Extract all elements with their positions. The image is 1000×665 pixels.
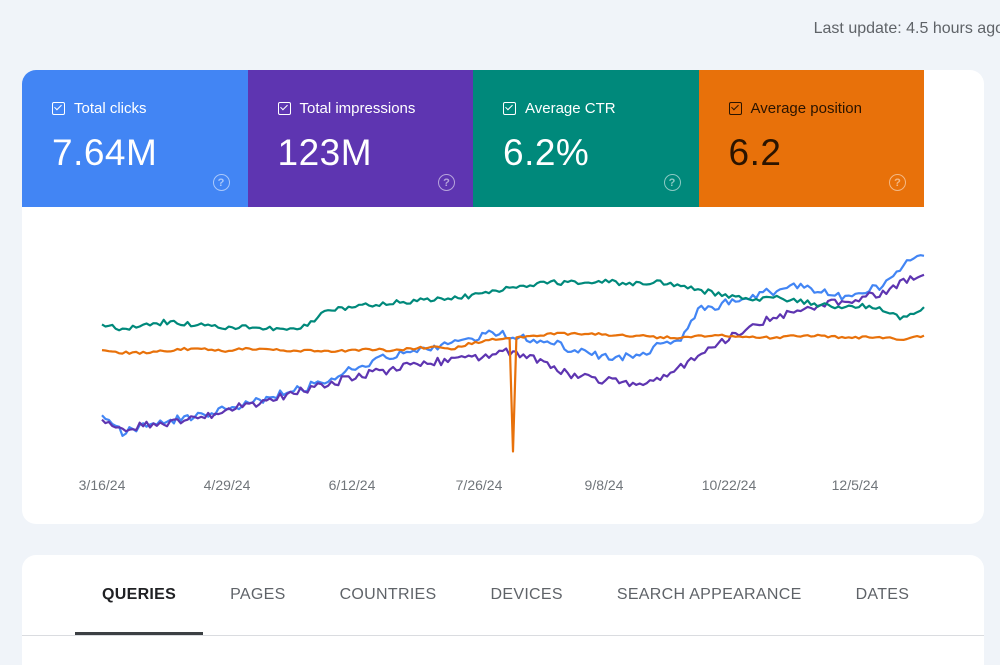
line-chart-svg: 3/16/24 4/29/24 6/12/24 7/26/24 9/8/24 10/22/…	[79, 254, 925, 493]
tabs-divider	[22, 635, 984, 636]
x-axis-ticks: 3/16/24 4/29/24 6/12/24 7/26/24 9/8/24 10/22/…	[79, 477, 879, 493]
series-layer	[101, 254, 925, 453]
series-line-average-position	[101, 331, 925, 453]
x-tick-label: 12/5/24	[832, 477, 879, 493]
x-tick-label: 6/12/24	[329, 477, 376, 493]
tab-search-appearance[interactable]: SEARCH APPEARANCE	[616, 586, 802, 603]
x-tick-label: 4/29/24	[204, 477, 251, 493]
metric-value: 6.2	[728, 132, 782, 173]
checkbox-checked-icon[interactable]	[503, 102, 516, 115]
metric-value: 6.2%	[503, 132, 590, 173]
x-tick-label: 9/8/24	[585, 477, 624, 493]
tab-devices[interactable]: DEVICES	[490, 586, 563, 603]
metric-cards: Total clicks 7.64M ? Total impressions 1…	[22, 70, 924, 207]
tab-queries[interactable]: QUERIES	[75, 555, 204, 635]
x-tick-label: 3/16/24	[79, 477, 126, 493]
checkbox-checked-icon[interactable]	[52, 102, 65, 115]
help-icon[interactable]: ?	[889, 174, 906, 191]
checkbox-checked-icon[interactable]	[728, 102, 742, 115]
metric-average-position[interactable]: Average position 6.2 ?	[698, 70, 924, 207]
series-line-average-ctr	[101, 278, 925, 332]
performance-card: Total clicks 7.64M ? Total impressions 1…	[22, 70, 984, 524]
metric-average-ctr[interactable]: Average CTR 6.2% ?	[473, 70, 699, 207]
last-update-text: Last update: 4.5 hours ago	[813, 20, 1000, 37]
help-icon[interactable]: ?	[212, 174, 230, 191]
dimension-tabs-card: QUERIES PAGES COUNTRIES DEVICES SEARCH A…	[22, 555, 984, 665]
metric-label: Average CTR	[525, 100, 616, 117]
series-line-total-clicks	[101, 254, 925, 437]
help-icon[interactable]: ?	[663, 174, 681, 191]
metric-value: 7.64M	[52, 132, 158, 173]
x-tick-label: 10/22/24	[702, 477, 757, 493]
performance-chart[interactable]: 3/16/24 4/29/24 6/12/24 7/26/24 9/8/24 10/22/…	[22, 207, 984, 524]
tab-dates[interactable]: DATES	[855, 586, 910, 603]
metric-label: Total clicks	[74, 100, 147, 117]
metric-label: Average position	[750, 100, 862, 117]
tab-pages[interactable]: PAGES	[230, 586, 286, 603]
help-icon[interactable]: ?	[438, 174, 455, 191]
metric-value: 123M	[277, 132, 373, 173]
series-line-total-impressions	[101, 273, 925, 433]
checkbox-checked-icon[interactable]	[277, 102, 291, 115]
tab-countries[interactable]: COUNTRIES	[339, 586, 437, 603]
dimension-tabs: QUERIES PAGES COUNTRIES DEVICES SEARCH A…	[75, 555, 936, 635]
metric-total-impressions[interactable]: Total impressions 123M ?	[247, 70, 473, 207]
metric-label: Total impressions	[299, 100, 416, 117]
x-tick-label: 7/26/24	[456, 477, 503, 493]
metric-total-clicks[interactable]: Total clicks 7.64M ?	[22, 70, 248, 207]
